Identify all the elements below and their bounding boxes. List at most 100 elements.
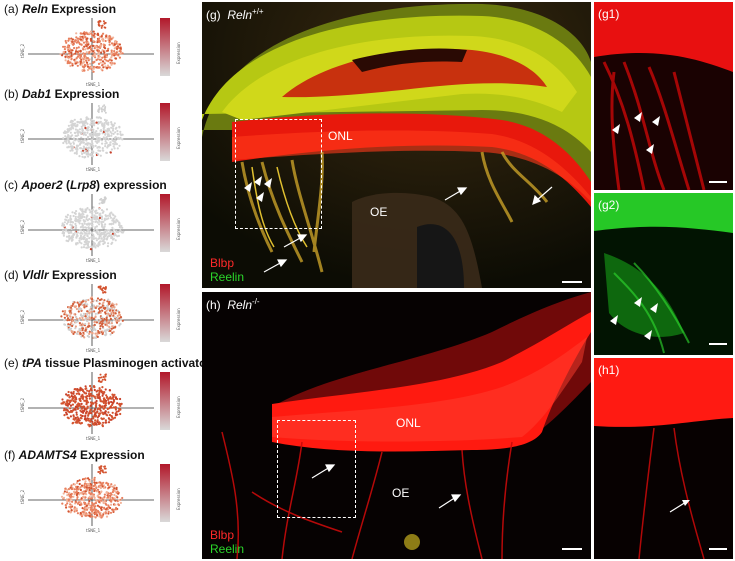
panel-letter: (b)	[4, 87, 22, 101]
arrowhead-marker	[650, 303, 658, 313]
panel-g-arrows	[244, 176, 553, 273]
onl-label-g: ONL	[328, 129, 353, 143]
oe-label-h: OE	[392, 486, 410, 500]
colorbar-label: Expression	[176, 308, 181, 330]
tsne-y-label: tSNE_2	[20, 309, 25, 324]
panel-letter: (d)	[4, 268, 22, 282]
tsne-x-label: tSNE_1	[86, 167, 101, 172]
colorbar	[160, 284, 170, 342]
panel-g2-svg	[594, 193, 733, 355]
panel-title-a: (a) Reln Expression	[4, 2, 116, 16]
panel-title-part: ADAMTS4	[18, 448, 77, 462]
panel-h1-svg	[594, 358, 733, 559]
legend-reelin-h: Reelin	[210, 542, 245, 556]
legend-reelin-g: Reelin	[210, 270, 245, 284]
arrow-marker	[311, 466, 331, 479]
oe-label-g: OE	[370, 205, 388, 219]
panel-title-part: Expression	[48, 2, 117, 16]
colorbar-label: Expression	[176, 127, 181, 149]
panel-title-c: (c) Apoer2 (Lrp8) expression	[4, 178, 167, 192]
panel-h1-image	[594, 358, 733, 559]
tsne-x-label: tSNE_1	[86, 528, 101, 533]
tsne-x-label: tSNE_1	[86, 82, 101, 87]
panel-title-part: Expression	[51, 87, 120, 101]
tsne-plot-a: tSNE_1 tSNE_2 Expression	[20, 18, 181, 87]
panel-letter: (a)	[4, 2, 22, 16]
tsne-plot-c: tSNE_1 tSNE_2 Expression	[20, 194, 181, 263]
colorbar	[160, 464, 170, 522]
panel-g2-label: (g2)	[598, 198, 620, 212]
panel-h-svg	[202, 292, 591, 559]
panel-title-part: Expression	[76, 448, 145, 462]
panel-title-f: (f) ADAMTS4 Expression	[4, 448, 145, 462]
panel-g2-image	[594, 193, 733, 355]
tsne-y-label: tSNE_2	[20, 489, 25, 504]
panel-g-label: (g) Reln+/+	[206, 7, 264, 22]
panel-title-part: Vldlr	[22, 268, 49, 282]
arrowhead-marker	[634, 297, 642, 307]
arrowhead-marker	[612, 124, 620, 134]
tsne-plot-b: tSNE_1 tSNE_2 Expression	[20, 103, 181, 172]
panel-letter: (e)	[4, 356, 22, 370]
panel-g1-label: (g1)	[598, 7, 620, 21]
panel-title-d: (d) Vldlr Expression	[4, 268, 117, 282]
arrowhead-marker	[652, 116, 660, 126]
panel-title-part: ) expression	[96, 178, 167, 192]
panel-title-part: Apoer2	[21, 178, 63, 192]
inset-box-g	[235, 119, 322, 229]
arrowhead-marker	[256, 192, 264, 202]
scale-bar-g2	[709, 343, 727, 345]
panel-g1-svg	[594, 2, 733, 190]
arrowhead-marker	[644, 330, 652, 340]
panel-h-arrows	[311, 464, 462, 509]
arrow-marker	[263, 261, 283, 273]
onl-label-h: ONL	[396, 416, 421, 430]
arrowhead-marker	[634, 112, 642, 122]
panel-h1-label: (h1)	[598, 363, 620, 377]
panel-title-part: (	[62, 178, 71, 192]
panel-title-part: tissue Plasminogen activator	[41, 356, 212, 370]
colorbar	[160, 103, 170, 161]
panel-title-b: (b) Dab1 Expression	[4, 87, 119, 101]
panel-h-image	[202, 292, 591, 559]
tsne-x-label: tSNE_1	[86, 436, 101, 441]
arrow-marker	[669, 501, 687, 513]
colorbar-label: Expression	[176, 42, 181, 64]
arrow-marker	[283, 236, 303, 248]
arrowhead-marker	[646, 144, 654, 154]
legend-blbp-g: Blbp	[210, 256, 235, 270]
panel-title-part: Expression	[48, 268, 117, 282]
colorbar	[160, 372, 170, 430]
tsne-x-label: tSNE_1	[86, 258, 101, 263]
arrowhead-marker	[264, 178, 272, 188]
panel-title-part: tPA	[22, 356, 42, 370]
panel-title-part: Lrp8	[70, 178, 97, 192]
scale-bar-g1	[709, 181, 727, 183]
tsne-y-label: tSNE_2	[20, 43, 25, 58]
tsne-plot-e: tSNE_1 tSNE_2 Expression	[20, 372, 181, 441]
panel-letter: (f)	[4, 448, 19, 462]
panel-title-part: Reln	[22, 2, 49, 16]
tsne-y-label: tSNE_2	[20, 128, 25, 143]
arrowhead-marker	[244, 182, 252, 192]
tsne-plot-f: tSNE_1 tSNE_2 Expression	[20, 464, 181, 533]
tsne-y-label: tSNE_2	[20, 219, 25, 234]
panel-g1-image	[594, 2, 733, 190]
inset-box-h	[277, 420, 356, 518]
scale-bar-h1	[709, 548, 727, 550]
arrow-marker	[536, 186, 553, 201]
panel-letter: (c)	[4, 178, 22, 192]
panel-g-image	[202, 2, 591, 288]
panel-title-e: (e) tPA tissue Plasminogen activator	[4, 356, 211, 370]
panel-title-part: Dab1	[22, 87, 52, 101]
arrowhead-marker	[254, 176, 262, 186]
arrowhead-marker	[610, 315, 618, 325]
colorbar	[160, 194, 170, 252]
tsne-plot-d: tSNE_1 tSNE_2 Expression	[20, 284, 181, 353]
colorbar-label: Expression	[176, 488, 181, 510]
panel-h-label: (h) Reln-/-	[206, 297, 260, 312]
tsne-x-label: tSNE_1	[86, 348, 101, 353]
scale-bar-g	[562, 281, 582, 283]
colorbar	[160, 18, 170, 76]
legend-blbp-h: Blbp	[210, 528, 235, 542]
